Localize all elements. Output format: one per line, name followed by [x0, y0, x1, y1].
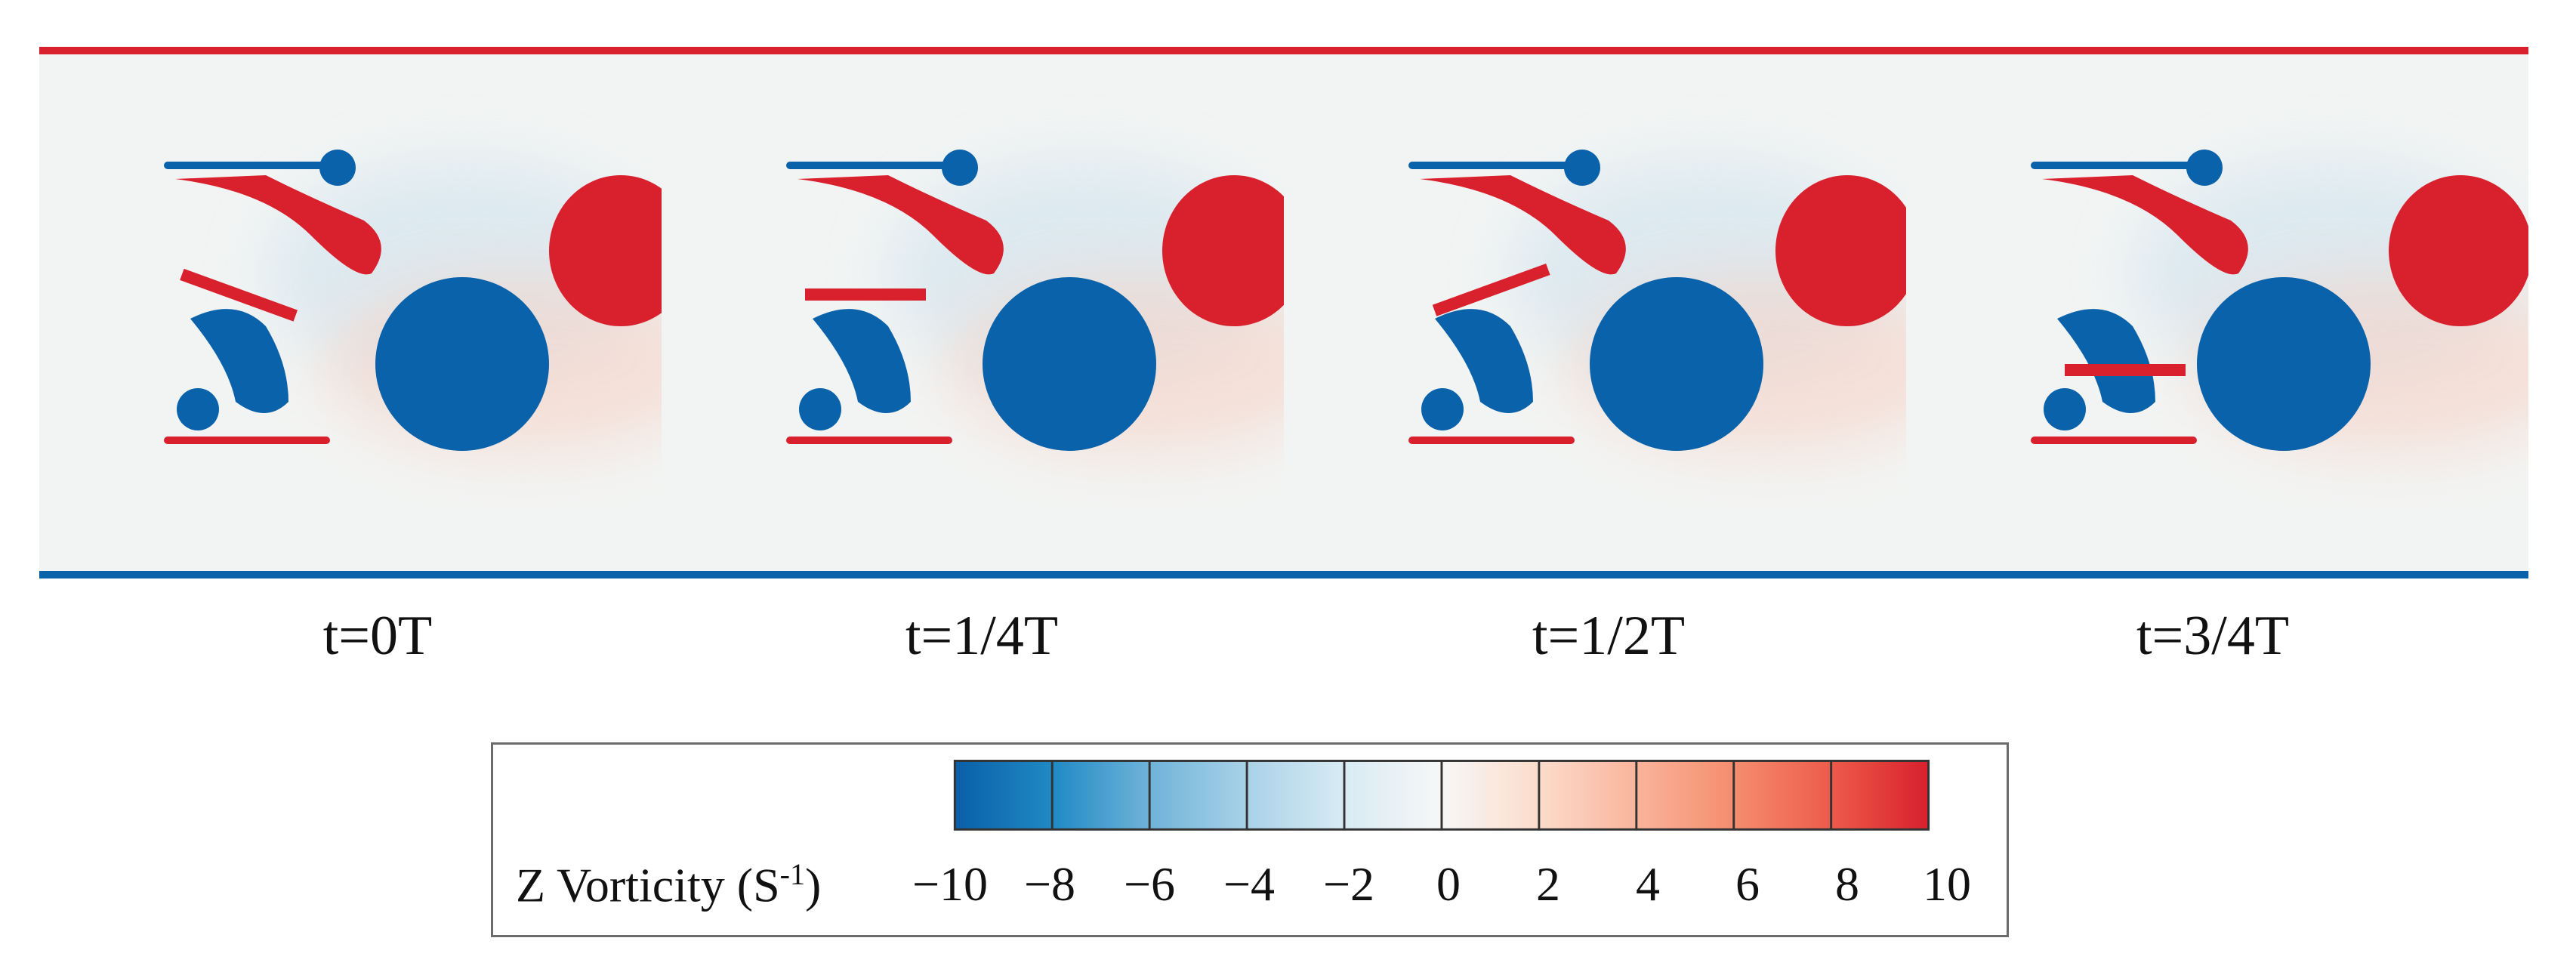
top-wall-layer — [39, 47, 662, 54]
corner-vortex-lower — [799, 388, 841, 430]
shear-layer-negative — [2057, 309, 2155, 413]
colorbar-legend: Z Vorticity (S-1) −10 −8 −6 −4 −2 0 2 4 6 8 10 — [491, 742, 2009, 937]
shear-layer-negative — [1435, 309, 1533, 413]
colorbar-label: Z Vorticity (S-1) — [516, 856, 821, 913]
top-wall-layer — [1284, 47, 1906, 54]
shear-layer-positive — [175, 175, 381, 275]
shear-layer-positive — [2042, 175, 2248, 275]
colorbar-tick-label: −6 — [1123, 857, 1176, 911]
colorbar-tick-label: 8 — [1835, 857, 1859, 911]
colorbar-label-end: ) — [804, 858, 822, 912]
top-wall-layer — [1906, 47, 2528, 54]
wake-vortex-negative — [375, 277, 549, 451]
flexible-filament — [2065, 364, 2186, 376]
colorbar-tick-label: 0 — [1436, 857, 1461, 911]
upper-plate — [1408, 162, 1575, 169]
colorbar — [953, 760, 1930, 831]
top-wall-layer — [662, 47, 1284, 54]
lower-plate — [786, 437, 952, 444]
colorbar-tick-label: 6 — [1735, 857, 1760, 911]
vorticity-panel-3 — [1906, 47, 2528, 578]
wake-vortex-positive — [2389, 175, 2528, 326]
colorbar-tick-label: −8 — [1023, 857, 1076, 911]
flexible-filament — [1432, 264, 1550, 316]
wake-vortex-negative — [1590, 277, 1763, 451]
bottom-wall-layer — [662, 571, 1284, 578]
corner-vortex-upper — [2186, 150, 2223, 186]
lower-plate — [164, 437, 330, 444]
bottom-wall-layer — [39, 571, 662, 578]
lower-plate — [1408, 437, 1575, 444]
corner-vortex-lower — [2044, 388, 2086, 430]
colorbar-tick-label: −4 — [1223, 857, 1276, 911]
panel-caption-t1: t=1/4T — [905, 605, 1059, 667]
wake-vortex-positive — [1775, 175, 1906, 326]
upper-plate — [786, 162, 952, 169]
corner-vortex-upper — [942, 150, 978, 186]
colorbar-label-sup: -1 — [779, 857, 805, 891]
colorbar-tick-label: 2 — [1536, 857, 1560, 911]
vorticity-contour-field — [39, 47, 2528, 578]
shear-layer-positive — [797, 175, 1004, 275]
colorbar-tick-label: 10 — [1923, 857, 1971, 911]
upper-plate — [2031, 162, 2197, 169]
corner-vortex-lower — [177, 388, 219, 430]
colorbar-tick-label: −10 — [912, 857, 989, 911]
colorbar-label-text: Z Vorticity (S — [516, 858, 780, 912]
wake-vortex-positive — [1162, 175, 1284, 326]
bottom-wall-layer — [1906, 571, 2528, 578]
corner-vortex-upper — [319, 150, 356, 186]
wake-vortex-positive — [549, 175, 662, 326]
bottom-wall-layer — [1284, 571, 1906, 578]
panel-caption-t3: t=3/4T — [2136, 605, 2290, 667]
wake-vortex-negative — [2197, 277, 2371, 451]
vorticity-panel-0 — [39, 47, 662, 578]
colorbar-tick-label: −2 — [1322, 857, 1375, 911]
corner-vortex-upper — [1564, 150, 1600, 186]
shear-layer-negative — [813, 309, 911, 413]
shear-layer-positive — [1420, 175, 1626, 275]
corner-vortex-lower — [1421, 388, 1464, 430]
wake-vortex-negative — [983, 277, 1156, 451]
vorticity-panel-1 — [662, 47, 1284, 578]
colorbar-tick-label: 4 — [1636, 857, 1660, 911]
panel-caption-t2: t=1/2T — [1532, 605, 1686, 667]
flexible-filament — [180, 268, 298, 322]
lower-plate — [2031, 437, 2197, 444]
upper-plate — [164, 162, 330, 169]
vorticity-panel-2 — [1284, 47, 1906, 578]
vorticity-panels — [39, 47, 2530, 578]
flexible-filament — [805, 288, 926, 301]
panel-caption-t0: t=0T — [322, 605, 433, 667]
shear-layer-negative — [190, 309, 288, 413]
